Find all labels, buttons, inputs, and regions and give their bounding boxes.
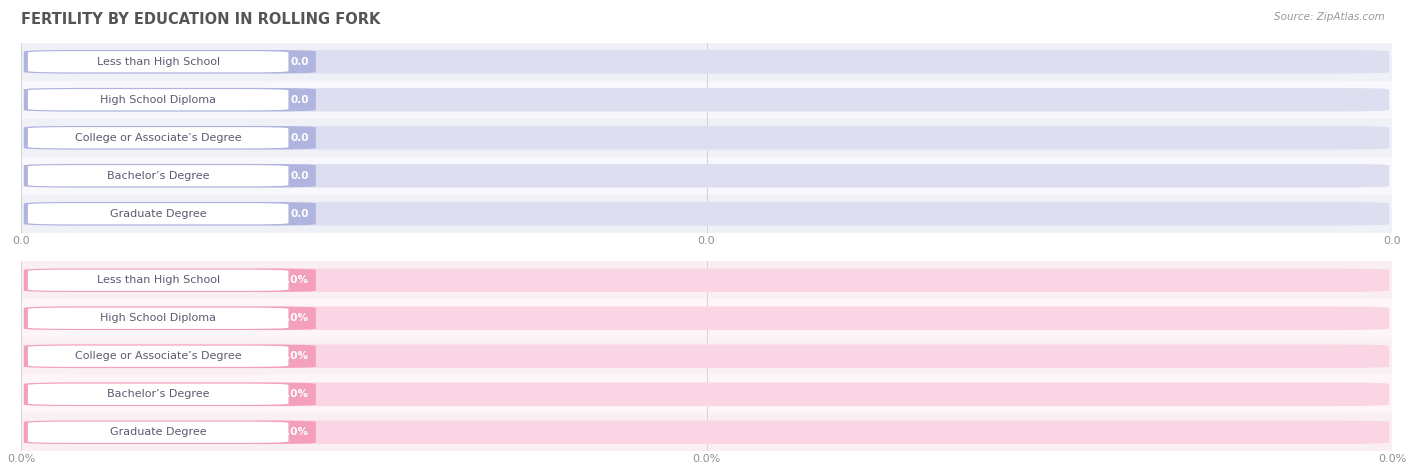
FancyBboxPatch shape (24, 382, 316, 406)
FancyBboxPatch shape (24, 88, 1389, 112)
Text: 0.0%: 0.0% (280, 351, 309, 361)
FancyBboxPatch shape (28, 422, 288, 443)
Text: 0.0%: 0.0% (280, 275, 309, 285)
Text: Bachelor’s Degree: Bachelor’s Degree (107, 171, 209, 181)
FancyBboxPatch shape (24, 306, 1389, 330)
FancyBboxPatch shape (24, 88, 316, 112)
Bar (21, 195, 1392, 233)
FancyBboxPatch shape (28, 384, 288, 405)
Text: Less than High School: Less than High School (97, 57, 219, 67)
FancyBboxPatch shape (24, 420, 316, 444)
FancyBboxPatch shape (24, 50, 316, 74)
FancyBboxPatch shape (28, 203, 288, 224)
Text: Less than High School: Less than High School (97, 275, 219, 285)
Text: College or Associate’s Degree: College or Associate’s Degree (75, 133, 242, 143)
FancyBboxPatch shape (24, 306, 316, 330)
Bar (21, 119, 1392, 157)
Bar (21, 43, 1392, 81)
Text: 0.0%: 0.0% (280, 389, 309, 399)
Text: College or Associate’s Degree: College or Associate’s Degree (75, 351, 242, 361)
FancyBboxPatch shape (24, 268, 316, 292)
Text: 0.0: 0.0 (291, 95, 309, 105)
FancyBboxPatch shape (28, 346, 288, 367)
FancyBboxPatch shape (24, 164, 1389, 188)
FancyBboxPatch shape (24, 382, 1389, 406)
FancyBboxPatch shape (24, 164, 316, 188)
Bar (21, 261, 1392, 299)
FancyBboxPatch shape (24, 126, 316, 150)
Text: Source: ZipAtlas.com: Source: ZipAtlas.com (1274, 12, 1385, 22)
FancyBboxPatch shape (24, 202, 316, 226)
FancyBboxPatch shape (28, 308, 288, 329)
Bar (21, 299, 1392, 337)
FancyBboxPatch shape (24, 268, 1389, 292)
Text: 0.0: 0.0 (291, 209, 309, 219)
FancyBboxPatch shape (28, 89, 288, 110)
FancyBboxPatch shape (28, 51, 288, 72)
Text: 0.0%: 0.0% (280, 313, 309, 323)
Text: Bachelor’s Degree: Bachelor’s Degree (107, 389, 209, 399)
FancyBboxPatch shape (24, 420, 1389, 444)
Text: 0.0: 0.0 (291, 133, 309, 143)
Text: 0.0: 0.0 (291, 57, 309, 67)
FancyBboxPatch shape (24, 126, 1389, 150)
Bar (21, 375, 1392, 413)
FancyBboxPatch shape (24, 202, 1389, 226)
FancyBboxPatch shape (24, 344, 1389, 368)
FancyBboxPatch shape (28, 165, 288, 186)
Text: High School Diploma: High School Diploma (100, 95, 217, 105)
Bar (21, 337, 1392, 375)
Text: 0.0: 0.0 (291, 171, 309, 181)
Bar (21, 81, 1392, 119)
FancyBboxPatch shape (24, 344, 316, 368)
Text: Graduate Degree: Graduate Degree (110, 427, 207, 437)
Bar (21, 413, 1392, 451)
Text: 0.0%: 0.0% (280, 427, 309, 437)
FancyBboxPatch shape (28, 127, 288, 148)
Text: Graduate Degree: Graduate Degree (110, 209, 207, 219)
Bar (21, 157, 1392, 195)
FancyBboxPatch shape (24, 50, 1389, 74)
FancyBboxPatch shape (28, 270, 288, 291)
Text: High School Diploma: High School Diploma (100, 313, 217, 323)
Text: FERTILITY BY EDUCATION IN ROLLING FORK: FERTILITY BY EDUCATION IN ROLLING FORK (21, 12, 381, 27)
